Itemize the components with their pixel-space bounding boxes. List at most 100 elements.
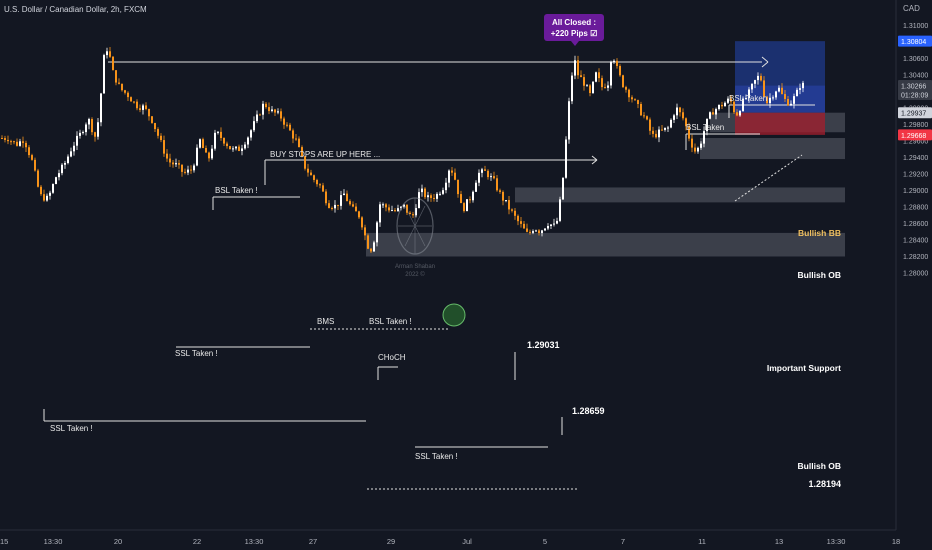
zone-0 [366, 232, 845, 257]
candle-body [175, 163, 177, 165]
candle-body [544, 228, 546, 231]
candle-body [595, 72, 597, 82]
candle-body [730, 98, 732, 102]
watermark-line2: 2022 © [405, 271, 425, 278]
candle-body [613, 60, 615, 62]
candle-body [763, 80, 765, 97]
time-tick-label: Jul [462, 537, 472, 546]
candle-body [571, 75, 573, 102]
price-badge [898, 35, 932, 47]
candle-body [253, 121, 255, 131]
symbol-title: U.S. Dollar / Canadian Dollar, 2h, FXCM [4, 5, 147, 14]
candle-body [673, 115, 675, 120]
candle-body [628, 89, 630, 98]
price-tick-label: 1.30600 [903, 56, 928, 63]
candle-body [295, 138, 297, 140]
candle-body [382, 204, 384, 206]
candle-body [43, 194, 45, 201]
candle-body [775, 91, 777, 98]
time-axis-ticks: 15 13:30 20 22 13:30 27 29 Jul 5 7 11 13 13:30 18 [0, 537, 900, 546]
candle-body [283, 118, 285, 125]
candle-body [148, 108, 150, 117]
candle-body [781, 87, 783, 95]
ssl-taken-label-3: SSL Taken ! [415, 452, 458, 461]
level-label-1: 1.29031 [527, 340, 560, 350]
price-badge-label: 1.29937 [901, 111, 926, 118]
price-tick-label: 1.29400 [903, 155, 928, 162]
candle-body [379, 204, 381, 223]
candle-body [559, 199, 561, 221]
candle-body [769, 97, 771, 104]
candle-body [526, 228, 528, 232]
candle-body [1, 138, 3, 140]
candle-body [448, 170, 450, 183]
arrow-buy-stops-a [591, 155, 598, 161]
bsl-taken-label-3: BSL Taken [686, 123, 724, 132]
candle-body [523, 223, 525, 229]
price-badge [898, 107, 932, 119]
candle-body [715, 109, 717, 115]
candle-body [274, 109, 276, 113]
candle-body [16, 141, 18, 146]
level-label-3: 1.28194 [808, 479, 841, 489]
candle-body [52, 184, 54, 193]
candle-body [640, 103, 642, 116]
candle-body [793, 96, 795, 104]
candle-body [406, 204, 408, 213]
candle-body [472, 191, 474, 201]
candle-body [421, 188, 423, 193]
time-tick-label: 13:30 [827, 537, 846, 546]
candle-body [70, 151, 72, 157]
candle-body [547, 226, 549, 229]
candle-body [232, 148, 234, 150]
time-tick-label: 18 [892, 537, 900, 546]
time-tick-label: 20 [114, 537, 122, 546]
price-tick-label: 1.29000 [903, 188, 928, 195]
candle-body [433, 197, 435, 199]
annotation-lines [43, 56, 815, 490]
price-badge [898, 129, 932, 141]
price-tick-label: 1.29200 [903, 172, 928, 179]
candle-body [325, 191, 327, 204]
candle-body [538, 230, 540, 234]
candle-body [697, 147, 699, 152]
candle-body [646, 116, 648, 120]
time-tick-label: 27 [309, 537, 317, 546]
candle-body [139, 108, 141, 110]
time-tick-label: 7 [621, 537, 625, 546]
price-tick-label: 1.29600 [903, 139, 928, 146]
candle-body [298, 138, 300, 148]
bsl-taken-label-4: BSL Taken [729, 94, 767, 103]
candle-body [127, 92, 129, 98]
candle-body [766, 96, 768, 104]
candle-body [787, 98, 789, 106]
candle-body [685, 118, 687, 127]
candle-body [241, 148, 243, 152]
zone-4 [735, 41, 825, 86]
candle-body [724, 102, 726, 107]
candle-body [37, 170, 39, 187]
candle-body [67, 156, 69, 164]
candle-body [496, 178, 498, 191]
candle-body [532, 231, 534, 233]
candle-body [76, 135, 78, 146]
important-support-label: Important Support [767, 363, 841, 373]
candle-body [652, 130, 654, 134]
candle-body [157, 129, 159, 136]
candle-body [85, 124, 87, 133]
candle-body [499, 190, 501, 192]
candle-body [310, 172, 312, 176]
candle-body [202, 139, 204, 149]
candle-body [643, 115, 645, 117]
candle-body [316, 179, 318, 185]
candle-body [322, 185, 324, 192]
candle-body [634, 99, 636, 101]
candle-body [529, 231, 531, 233]
candle-body [394, 210, 396, 212]
candle-body [307, 168, 309, 173]
candle-body [289, 124, 291, 131]
candle-body [193, 165, 195, 171]
candle-body [10, 141, 12, 143]
candle-body [64, 163, 66, 165]
